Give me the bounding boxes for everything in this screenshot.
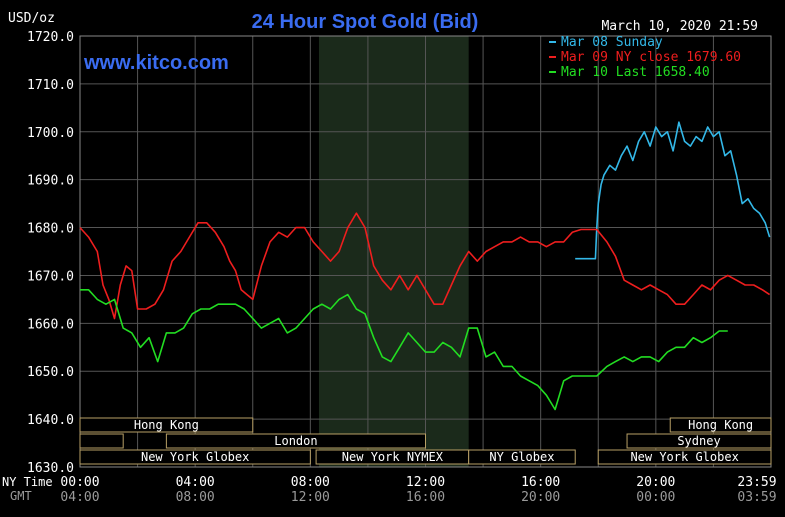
y-tick-label: 1690.0 (27, 174, 74, 189)
x-tick-label-gmt: 20:00 (521, 490, 560, 505)
x-tick-label-ny: 04:00 (176, 475, 215, 490)
session-box (468, 449, 576, 465)
x-tick-label-gmt: 08:00 (176, 490, 215, 505)
y-tick-label: 1630.0 (27, 461, 74, 476)
x-tick-label-ny: 00:00 (60, 475, 99, 490)
nymex-shade (318, 36, 469, 467)
x-tick-label-gmt: 03:59 (737, 490, 776, 505)
x-tick-label-ny: 20:00 (636, 475, 675, 490)
x-tick-label-ny: 16:00 (521, 475, 560, 490)
plot-frame (79, 35, 772, 468)
series-line-3 (80, 288, 728, 411)
series-layer (79, 121, 771, 411)
session-boxes: Hong Kong London New York Globex New York N… (79, 417, 772, 465)
session-label: New York Globex (630, 450, 738, 464)
x-tick-label-gmt: 12:00 (291, 490, 330, 505)
x-tick-label-ny: 12:00 (406, 475, 445, 490)
grid-layer (79, 35, 772, 468)
y-tick-label: 1650.0 (27, 365, 74, 380)
y-tick-label: 1660.0 (27, 317, 74, 332)
x-tick-label-gmt: 04:00 (60, 490, 99, 505)
x-tick-label-ny: 08:00 (291, 475, 330, 490)
session-box (79, 433, 124, 449)
legend-entry: Mar 08 Sunday (561, 35, 663, 50)
watermark: www.kitco.com (83, 52, 229, 74)
chart-title: 24 Hour Spot Gold (Bid) (252, 11, 479, 33)
units-label: USD/oz (8, 11, 55, 26)
session-box (626, 433, 772, 449)
x-tick-label-gmt: 00:00 (636, 490, 675, 505)
session-label: New York NYMEX (342, 450, 444, 464)
nymex-shade-layer (318, 36, 469, 467)
session-box (165, 433, 426, 449)
y-tick-label: 1710.0 (27, 78, 74, 93)
session-label: Hong Kong (688, 418, 753, 432)
y-tick-label: 1640.0 (27, 413, 74, 428)
ny-time-label: NY Time (2, 475, 53, 489)
session-label: Hong Kong (134, 418, 199, 432)
y-tick-label: 1700.0 (27, 126, 74, 141)
x-tick-label-gmt: 16:00 (406, 490, 445, 505)
session-box (79, 449, 311, 465)
session-label: NY Globex (489, 450, 554, 464)
axis-layer: 1630.0 1640.0 1650.0 1660.0 1670.0 1680.0 1690… (27, 30, 777, 505)
y-tick-label: 1720.0 (27, 30, 74, 45)
y-tick-label: 1670.0 (27, 269, 74, 284)
session-label: New York Globex (141, 450, 249, 464)
legend-entry: Mar 09 NY close 1679.60 (561, 50, 741, 65)
session-label: Sydney (677, 434, 720, 448)
legend-entry: Mar 10 Last 1658.40 (561, 65, 710, 80)
series-line-2 (79, 212, 771, 320)
session-label: London (274, 434, 317, 448)
session-box (669, 417, 772, 433)
session-box (597, 449, 772, 465)
session-box (79, 417, 254, 433)
gmt-label: GMT (10, 489, 32, 503)
series-line-1 (575, 121, 771, 260)
x-tick-label-ny: 23:59 (737, 475, 776, 490)
y-tick-label: 1680.0 (27, 222, 74, 237)
timestamp: March 10, 2020 21:59 (601, 19, 758, 34)
